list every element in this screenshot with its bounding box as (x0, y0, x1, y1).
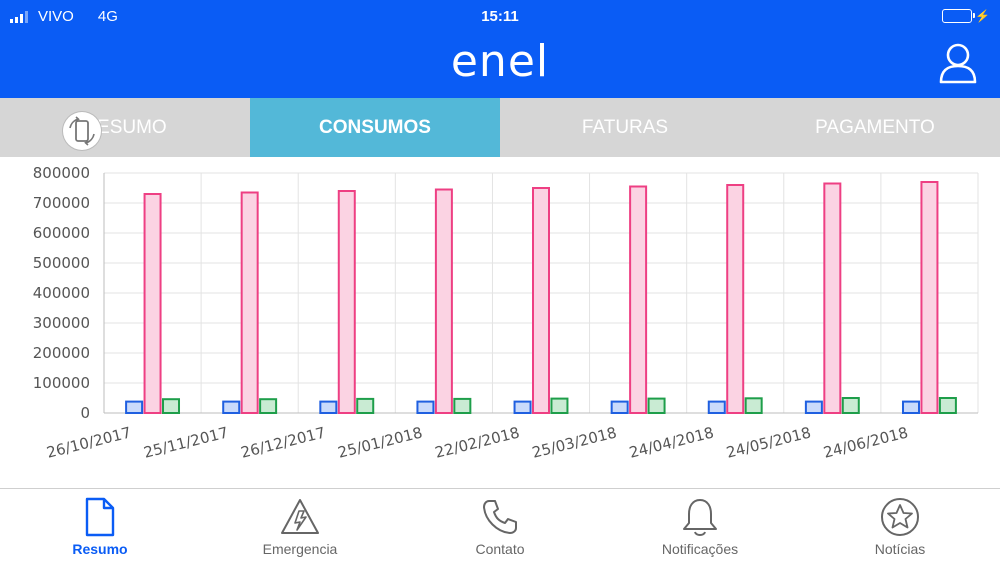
x-tick-label: 25/11/2017 (142, 423, 230, 461)
tab-resumo[interactable]: RESUMO (83, 116, 167, 138)
bar-series-2 (550, 397, 569, 415)
status-time: 15:11 (481, 8, 519, 25)
y-tick-label: 400000 (33, 284, 90, 302)
bar-series-0 (901, 400, 920, 415)
bar-series-2 (647, 397, 666, 415)
signal-strength-icon (10, 10, 28, 23)
x-tick-label: 25/03/2018 (530, 423, 618, 461)
emergency-icon (279, 495, 321, 539)
x-tick-label: 26/12/2017 (239, 423, 327, 461)
tab-consumos[interactable]: CONSUMOS (250, 98, 500, 157)
consumption-chart: 0 100000 200000 300000 400000 500000 600000 700… (0, 157, 1000, 487)
bar-series-0 (125, 400, 144, 415)
x-tick-label: 24/06/2018 (822, 423, 910, 461)
document-icon (79, 495, 121, 539)
app-header: VIVO 4G 15:11 ⚡ enel (0, 0, 1000, 98)
bar-series-1 (240, 191, 259, 414)
status-right: ⚡ (942, 9, 990, 23)
bar-series-2 (259, 398, 278, 414)
x-tick-label: 24/04/2018 (627, 423, 715, 461)
tabbar-resumo[interactable]: Resumo (0, 489, 200, 563)
tabbar-label: Notícias (874, 541, 926, 557)
tabbar-contato[interactable]: Contato (400, 489, 600, 563)
bar-series-0 (610, 400, 629, 415)
bar-series-1 (629, 185, 648, 414)
bottom-tabbar: Resumo Emergencia Contato Notificações (0, 488, 1000, 563)
bar-series-1 (434, 188, 453, 414)
tabbar-notificacoes[interactable]: Notificações (600, 489, 800, 563)
bar-series-0 (222, 400, 241, 415)
tab-pagamento[interactable]: PAGAMENTO (815, 116, 935, 138)
bar-series-0 (707, 400, 726, 415)
charging-icon: ⚡ (975, 9, 990, 23)
tabbar-label: Resumo (72, 541, 128, 557)
bar-series-1 (143, 193, 162, 414)
y-tick-label: 100000 (33, 374, 90, 392)
y-tick-label: 500000 (33, 254, 90, 272)
bar-series-1 (532, 187, 550, 414)
bar-series-0 (513, 400, 532, 415)
user-icon[interactable] (938, 42, 978, 84)
tabbar-label: Contato (475, 541, 525, 557)
y-tick-label: 200000 (33, 344, 90, 362)
x-tick-label: 26/10/2017 (45, 423, 133, 461)
status-bar: VIVO 4G 15:11 ⚡ (0, 0, 1000, 34)
bar-series-2 (356, 397, 375, 414)
x-tick-label: 25/01/2018 (336, 423, 424, 461)
bar-series-1 (823, 182, 842, 414)
bar-series-2 (841, 397, 860, 414)
y-tick-label: 700000 (33, 194, 90, 212)
y-tick-label: 300000 (33, 314, 90, 332)
bar-series-0 (416, 400, 435, 415)
y-tick-label: 800000 (33, 164, 90, 182)
bar-series-0 (804, 400, 823, 415)
tabbar-label: Notificações (661, 541, 739, 557)
tabbar-noticias[interactable]: Notícias (800, 489, 1000, 563)
x-tick-label: 22/02/2018 (433, 423, 521, 461)
network-type: 4G (97, 8, 118, 25)
bell-icon (679, 495, 721, 539)
phone-icon (479, 495, 521, 539)
chart-svg: 0 100000 200000 300000 400000 500000 600000 700… (33, 164, 979, 462)
tab-faturas[interactable]: FATURAS (581, 116, 669, 138)
battery-icon (942, 9, 976, 23)
top-tabs: RESUMO CONSUMOS FATURAS PAGAMENTO (0, 98, 1000, 157)
bar-series-1 (337, 190, 356, 414)
bar-series-1 (920, 181, 939, 414)
tabbar-label: Emergencia (262, 541, 338, 557)
bar-series-1 (726, 184, 745, 414)
enel-logo: enel (450, 36, 550, 87)
bar-series-2 (453, 397, 472, 414)
rotate-screen-icon[interactable] (63, 112, 101, 150)
y-tick-label: 0 (80, 404, 90, 422)
y-tick-label: 600000 (33, 224, 90, 242)
bar-series-0 (319, 400, 338, 415)
tabbar-emergencia[interactable]: Emergencia (200, 489, 400, 563)
bar-series-2 (744, 397, 763, 415)
star-badge-icon (879, 495, 921, 539)
x-tick-label: 24/05/2018 (724, 423, 812, 461)
carrier-name: VIVO (38, 8, 74, 25)
bar-series-2 (162, 398, 181, 414)
bar-series-2 (938, 397, 957, 414)
status-left: VIVO 4G (10, 8, 118, 25)
